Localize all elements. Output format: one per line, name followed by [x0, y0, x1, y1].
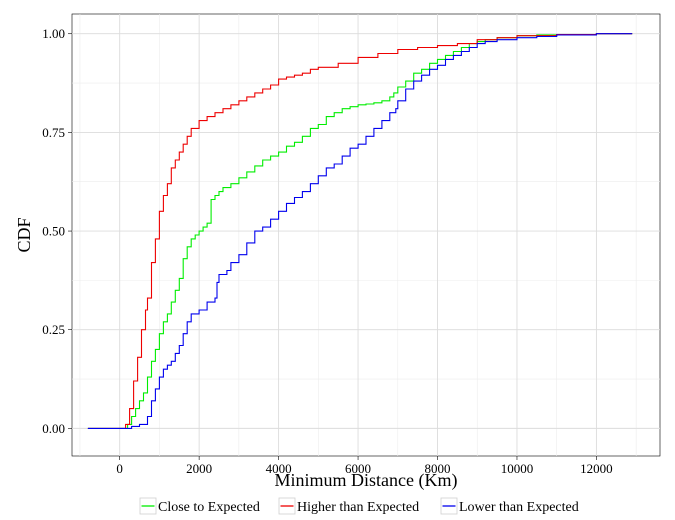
y-tick-label: 0.75: [42, 125, 65, 140]
series-line-1: [87, 33, 633, 429]
legend: Close to Expected Higher than Expected Low…: [139, 497, 579, 515]
legend-label: Lower than Expected: [459, 500, 579, 515]
legend-label: Close to Expected: [158, 500, 260, 515]
y-tick-label: 0.50: [42, 224, 65, 239]
x-tick-label: 12000: [580, 461, 613, 476]
legend-label: Higher than Expected: [297, 500, 419, 515]
series-line-0: [87, 33, 633, 429]
series-line-2: [87, 33, 633, 429]
axis-ticks: [68, 33, 597, 460]
plot-panel: [71, 13, 661, 457]
x-tick-label: 8000: [425, 461, 451, 476]
x-tick-label: 4000: [266, 461, 292, 476]
y-tick-label: 1.00: [42, 26, 65, 41]
minor-gridlines: [72, 14, 660, 456]
x-tick-label: 0: [116, 461, 123, 476]
x-tick-label: 10000: [501, 461, 534, 476]
y-tick-labels: 0.00 0.25 0.50 0.75 1.00: [42, 26, 65, 436]
series-lines: [87, 33, 633, 429]
x-tick-label: 6000: [345, 461, 371, 476]
y-tick-label: 0.25: [42, 322, 65, 337]
y-tick-label: 0.00: [42, 421, 65, 436]
x-tick-label: 2000: [186, 461, 212, 476]
x-axis-title: Minimum Distance (Km): [275, 470, 458, 491]
x-tick-labels: 0 2000 4000 6000 8000 10000 12000: [116, 461, 612, 476]
y-axis-title: CDF: [14, 217, 34, 252]
